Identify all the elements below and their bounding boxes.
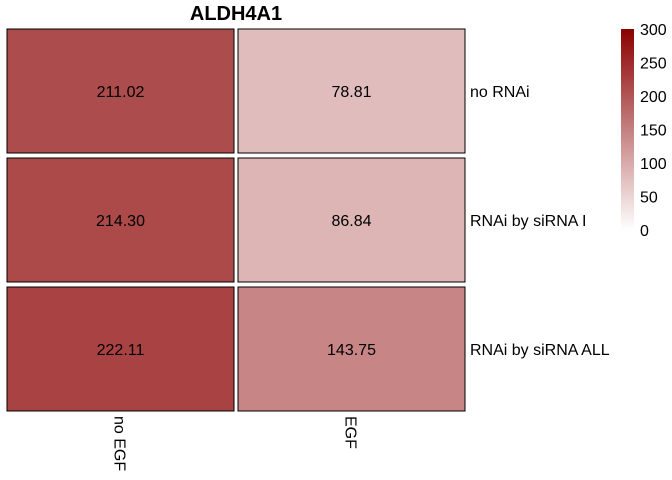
column-label: EGF xyxy=(342,416,359,449)
cell-value-label: 214.30 xyxy=(96,213,145,230)
row-labels: no RNAi RNAi by siRNA I RNAi by siRNA ALL xyxy=(470,84,610,359)
legend-tick-label: 50 xyxy=(640,190,658,207)
legend-tick-label: 300 xyxy=(640,22,667,39)
row-label: no RNAi xyxy=(470,84,530,101)
heatmap-cell xyxy=(6,286,235,412)
legend-color-bar xyxy=(621,29,634,230)
heatmap-cells: 211.02 78.81 214.30 86.84 222.11 143.75 xyxy=(6,28,466,412)
column-label: no EGF xyxy=(111,416,128,471)
row-label: RNAi by siRNA ALL xyxy=(470,342,610,359)
heatmap-cell xyxy=(237,286,466,412)
cell-value-label: 222.11 xyxy=(97,342,145,359)
legend-tick-label: 200 xyxy=(640,89,667,106)
heatmap-cell xyxy=(237,157,466,283)
legend-tick-label: 100 xyxy=(640,156,667,173)
cell-value-label: 78.81 xyxy=(331,84,371,101)
cell-value-label: 211.02 xyxy=(97,84,145,101)
heatmap-cell xyxy=(6,28,235,154)
row-label: RNAi by siRNA I xyxy=(470,213,586,230)
cell-value-label: 143.75 xyxy=(327,342,376,359)
cell-value-label: 86.84 xyxy=(331,213,371,230)
column-labels: no EGF EGF xyxy=(111,416,359,471)
heatmap-cell xyxy=(6,157,235,283)
heatmap-cell xyxy=(237,28,466,154)
legend-tick-label: 150 xyxy=(640,123,667,140)
legend-tick-label: 250 xyxy=(640,56,667,73)
color-legend: 0 50 100 150 200 250 300 xyxy=(621,22,667,240)
legend-tick-label: 0 xyxy=(640,223,649,240)
chart-title: ALDH4A1 xyxy=(190,3,282,25)
